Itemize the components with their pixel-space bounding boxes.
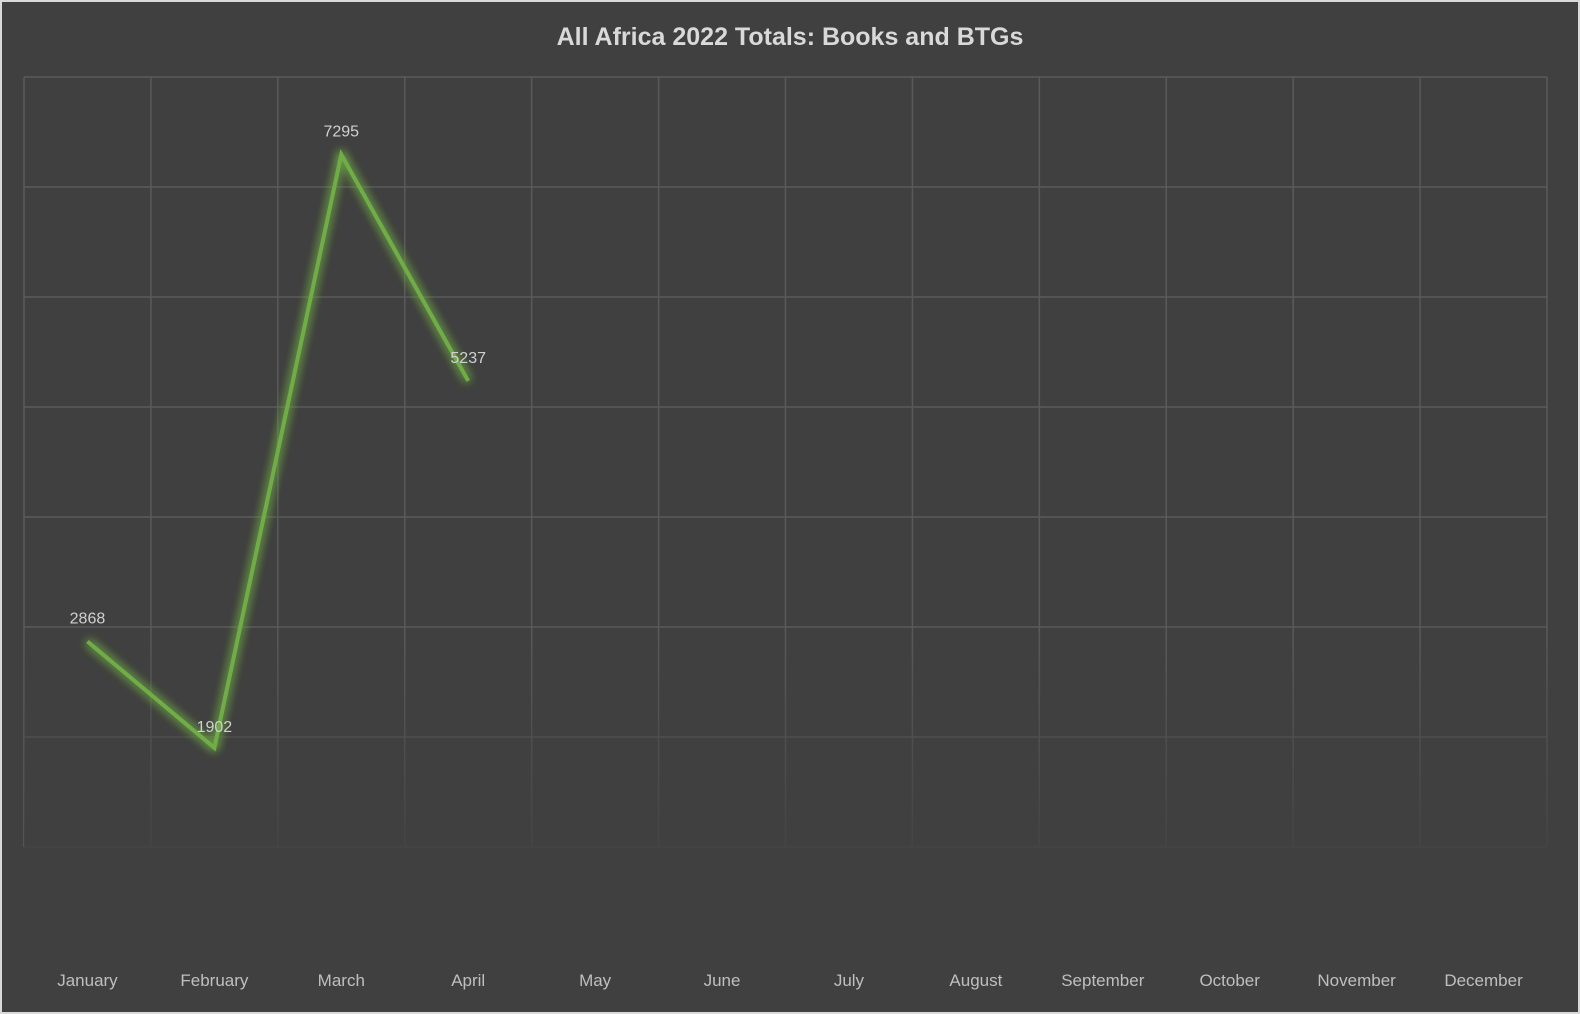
series-line <box>86 148 470 752</box>
x-tick-label: July <box>834 971 865 990</box>
data-labels: 2868 1902 7295 5237 <box>70 124 486 736</box>
x-tick-label: January <box>57 971 118 990</box>
data-label: 7295 <box>323 124 359 141</box>
data-label: 5237 <box>450 350 486 367</box>
data-label: 1902 <box>197 719 233 736</box>
x-tick-label: September <box>1061 971 1144 990</box>
chart-title: All Africa 2022 Totals: Books and BTGs <box>557 23 1024 51</box>
data-label: 2868 <box>70 611 106 628</box>
x-tick-label: November <box>1317 971 1396 990</box>
x-tick-label: April <box>451 971 485 990</box>
x-axis-labels: January February March April May June July Augu… <box>57 971 1523 990</box>
x-tick-label: June <box>704 971 741 990</box>
x-tick-label: May <box>579 971 612 990</box>
x-tick-label: March <box>318 971 365 990</box>
x-tick-label: December <box>1444 971 1523 990</box>
x-tick-label: October <box>1199 971 1260 990</box>
gridline-fade <box>24 622 1548 852</box>
x-tick-label: February <box>180 971 249 990</box>
x-tick-label: August <box>949 971 1002 990</box>
series-line-path <box>86 148 470 752</box>
